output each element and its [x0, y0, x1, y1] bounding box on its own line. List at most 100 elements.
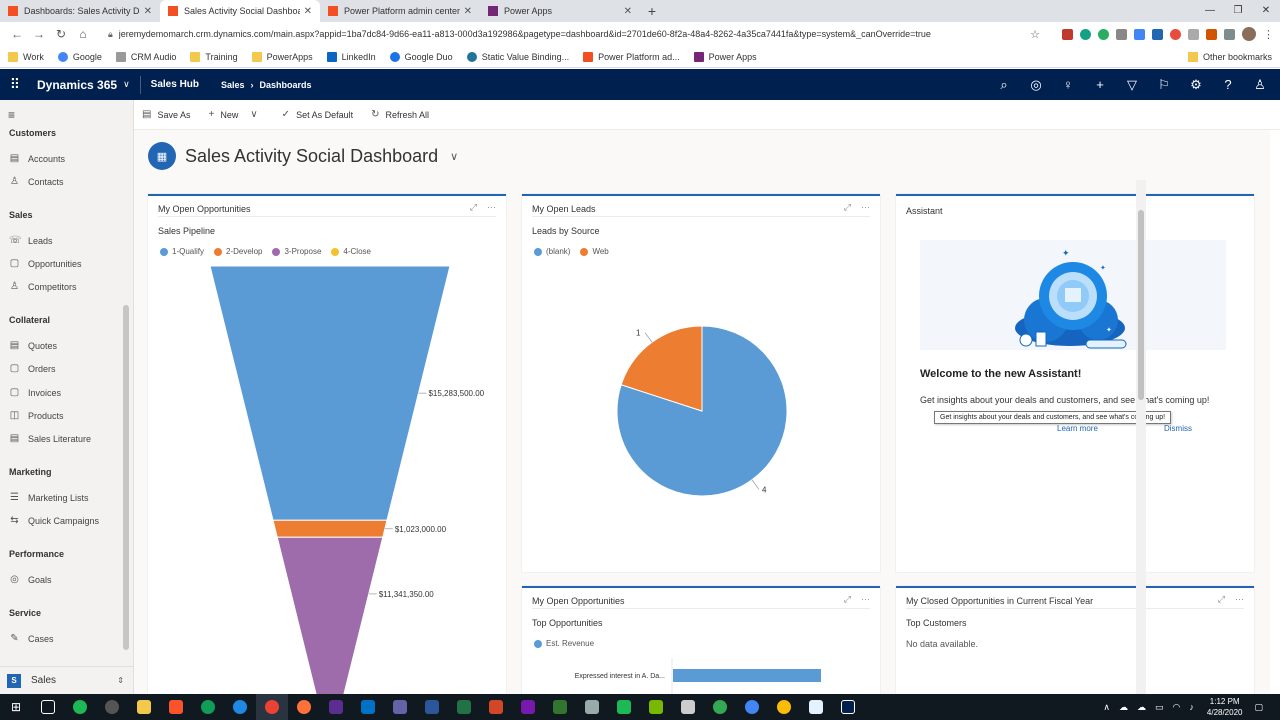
legend-item[interactable]: 3-Propose	[272, 247, 321, 256]
chevron-down-icon[interactable]: ∨	[123, 79, 130, 89]
legend-item[interactable]: (blank)	[534, 247, 570, 256]
dismiss-link[interactable]: Dismiss	[1164, 424, 1192, 433]
user-icon[interactable]: ♙	[1254, 76, 1266, 92]
expand-icon[interactable]: ⤢	[843, 202, 851, 212]
funnel-segment-qualify[interactable]	[209, 265, 451, 521]
new-tab-button[interactable]: +	[647, 3, 657, 19]
help-icon[interactable]: ?	[1224, 77, 1232, 92]
excel-icon[interactable]	[448, 694, 480, 720]
bar[interactable]	[673, 669, 821, 682]
project-icon[interactable]	[544, 694, 576, 720]
task-view-icon[interactable]	[32, 694, 64, 720]
sidebar-item-cases[interactable]: ✎ Cases	[10, 633, 54, 644]
app-title[interactable]: Dynamics 365	[37, 77, 118, 92]
search-icon[interactable]: ⌕	[1000, 76, 1008, 92]
expand-icon[interactable]: ⤢	[1217, 594, 1225, 604]
dynamics-icon[interactable]	[832, 694, 864, 720]
onenote-icon[interactable]	[512, 694, 544, 720]
more-icon[interactable]: ···	[861, 202, 870, 212]
clock[interactable]: 1:12 PM 4/28/2020	[1207, 696, 1243, 718]
bookmark-google[interactable]: Google	[57, 51, 102, 62]
chevron-down-icon[interactable]: ∨	[450, 150, 459, 163]
bookmark-powerapps[interactable]: PowerApps	[251, 51, 313, 62]
legend-item[interactable]: Est. Revenue	[534, 639, 594, 648]
sidebar-item-goals[interactable]: ◎ Goals	[10, 574, 52, 585]
extension-icon[interactable]	[1134, 28, 1145, 40]
extension-icon[interactable]	[1062, 28, 1073, 40]
sidebar-item-orders[interactable]: ▢ Orders	[9, 363, 56, 374]
url-text[interactable]: jeremydemomarch.crm.dynamics.com/main.as…	[118, 29, 931, 39]
sidebar-item-competitors[interactable]: ♙ Competitors	[10, 281, 77, 292]
gear-icon[interactable]: ⚙	[1190, 76, 1202, 92]
profile-avatar[interactable]	[1242, 27, 1256, 41]
sidebar-item-invoices[interactable]: ▢ Invoices	[9, 387, 62, 398]
more-vertical-icon[interactable]: ⋮	[1263, 28, 1274, 41]
visual-studio-icon[interactable]	[320, 694, 352, 720]
brave-icon[interactable]	[160, 694, 192, 720]
bookmark-crm-audio[interactable]: CRM Audio	[115, 51, 176, 62]
network-icon[interactable]: ▭	[1155, 701, 1164, 712]
chevron-up-icon[interactable]: ∧	[1103, 701, 1111, 712]
breadcrumb-sales[interactable]: Sales	[221, 79, 245, 90]
learn-more-link[interactable]: Learn more	[1057, 424, 1098, 433]
app-icon[interactable]	[672, 694, 704, 720]
close-icon[interactable]: ✕	[463, 5, 472, 17]
close-icon[interactable]: ✕	[303, 5, 312, 17]
teams-icon[interactable]	[384, 694, 416, 720]
browser-tab-dashboards[interactable]: Dashboards: Sales Activity Dashb ✕	[0, 0, 160, 22]
filter-icon[interactable]: ▽	[1127, 76, 1137, 92]
sidebar-item-quotes[interactable]: ▤ Quotes	[9, 340, 58, 351]
bookmark-work[interactable]: Work	[8, 51, 44, 62]
chrome-icon[interactable]	[768, 694, 800, 720]
extension-icon[interactable]	[1206, 28, 1217, 40]
lightbulb-icon[interactable]: ♀	[1063, 77, 1073, 92]
file-explorer-icon[interactable]	[128, 694, 160, 720]
sidebar-item-leads[interactable]: ☏ Leads	[9, 235, 53, 246]
app-icon[interactable]	[800, 694, 832, 720]
forward-icon[interactable]: →	[33, 27, 45, 41]
home-icon[interactable]: ⌂	[79, 27, 87, 41]
new-button[interactable]: + New ∨	[208, 109, 258, 120]
sidebar-item-marketing-lists[interactable]: ☰ Marketing Lists	[10, 492, 89, 503]
scrollbar-thumb[interactable]	[1138, 210, 1144, 400]
close-window-icon[interactable]: ✕	[1261, 4, 1271, 16]
chevron-down-icon[interactable]: ∨	[250, 109, 258, 120]
extension-icon[interactable]	[1224, 28, 1235, 40]
restore-icon[interactable]: ❐	[1233, 4, 1243, 16]
minimize-icon[interactable]: —	[1205, 4, 1215, 16]
chrome-icon[interactable]	[736, 694, 768, 720]
extension-icon[interactable]	[1170, 28, 1181, 40]
browser-tab-social-dashboard[interactable]: Sales Activity Social Dashboard - ✕	[160, 0, 320, 22]
outlook-icon[interactable]	[352, 694, 384, 720]
sidebar-item-sales-literature[interactable]: ▤ Sales Literature	[9, 433, 92, 444]
bookmark-training[interactable]: Training	[190, 51, 238, 62]
legend-item[interactable]: 4-Close	[331, 247, 371, 256]
cloud-icon[interactable]: ☁	[1119, 701, 1129, 712]
sidebar-item-contacts[interactable]: ♙ Contacts	[10, 176, 64, 187]
more-icon[interactable]: ···	[1235, 594, 1244, 604]
spotify-icon[interactable]	[64, 694, 96, 720]
reload-icon[interactable]: ↻	[55, 27, 67, 41]
legend-item[interactable]: 2-Develop	[214, 247, 262, 256]
sidebar-item-opportunities[interactable]: ▢ Opportunities	[9, 258, 82, 269]
app-icon[interactable]	[96, 694, 128, 720]
browser-tab-power-platform[interactable]: Power Platform admin center ✕	[320, 0, 480, 22]
hub-name[interactable]: Sales Hub	[150, 79, 200, 90]
close-icon[interactable]: ✕	[143, 5, 152, 17]
save-as-button[interactable]: ▤ Save As	[142, 109, 191, 120]
sidebar-item-quick-campaigns[interactable]: ⇆ Quick Campaigns	[10, 515, 100, 526]
expand-icon[interactable]: ⤢	[843, 594, 851, 604]
assistant-icon[interactable]: ⚐	[1158, 76, 1170, 92]
add-icon[interactable]: +	[1096, 77, 1104, 92]
word-icon[interactable]	[416, 694, 448, 720]
extension-icon[interactable]	[1080, 28, 1091, 40]
pie-slice-web[interactable]	[620, 325, 703, 412]
back-icon[interactable]: ←	[11, 27, 23, 41]
extension-icon[interactable]	[1098, 28, 1109, 40]
sidebar-item-accounts[interactable]: ▤ Accounts	[9, 153, 66, 164]
extension-icon[interactable]	[1152, 28, 1163, 40]
area-switcher[interactable]: S Sales ⇕	[0, 666, 134, 694]
main-scrollbar[interactable]	[1136, 180, 1146, 694]
onedrive-icon[interactable]: ☁	[1137, 701, 1147, 712]
address-bar[interactable]: 🔒︎ jeremydemomarch.crm.dynamics.com/main…	[100, 24, 1048, 44]
